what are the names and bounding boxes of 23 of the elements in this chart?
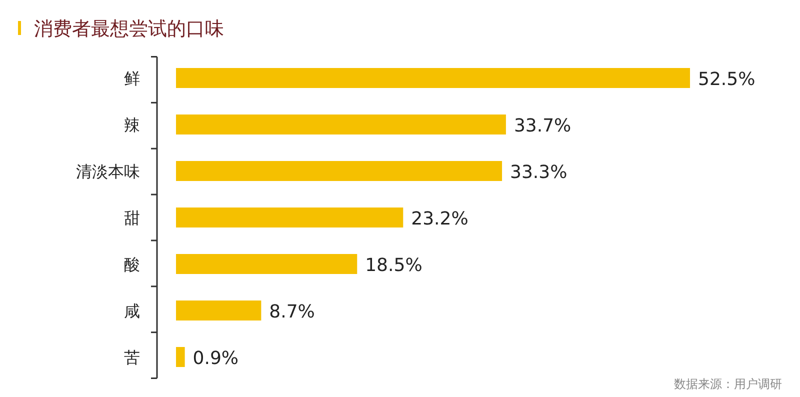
annotation: 数据来源：用户调研 (674, 377, 782, 391)
data-label: 0.9% (192, 348, 239, 369)
bar (176, 254, 358, 274)
data-label: 33.7% (514, 116, 572, 136)
bar (176, 208, 404, 228)
chart-title: 消费者最想尝试的口味 (34, 18, 224, 40)
data-label: 33.3% (510, 162, 568, 183)
y-tick-label: 清淡本味 (76, 162, 140, 181)
data-label: 23.2% (411, 208, 468, 230)
y-tick-label: 酸 (124, 255, 140, 274)
bar (176, 347, 185, 367)
data-label: 8.7% (269, 302, 315, 322)
y-tick-label: 苦 (124, 348, 140, 367)
data-label: 18.5% (365, 255, 422, 276)
bar (176, 300, 262, 320)
y-tick-label: 辣 (124, 116, 140, 134)
y-tick-label: 咸 (124, 302, 140, 320)
bar (176, 161, 502, 181)
data-label: 52.5% (698, 69, 756, 90)
y-tick-label: 甜 (124, 208, 140, 228)
y-tick-label: 鲜 (124, 69, 140, 88)
bar (176, 68, 690, 88)
bar (176, 114, 506, 134)
